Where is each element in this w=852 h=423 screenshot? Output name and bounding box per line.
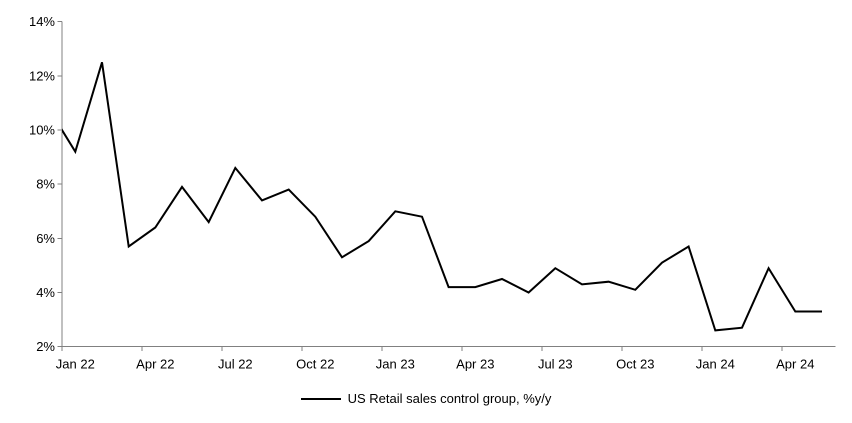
y-axis-tick-label: 4% [36, 285, 55, 300]
y-axis-tick-label: 14% [29, 14, 55, 29]
x-axis-tick-label: Apr 24 [776, 357, 814, 372]
series-line [62, 62, 822, 332]
x-axis-tick-label: Apr 22 [136, 357, 174, 372]
x-axis-tick-label: Jan 24 [696, 357, 735, 372]
y-axis-tick-label: 8% [36, 177, 55, 192]
legend-line-sample [300, 397, 341, 400]
y-axis-tick-label: 2% [36, 339, 55, 354]
chart-legend: US Retail sales control group, %y/y [0, 391, 852, 406]
x-axis-tick-label: Oct 23 [616, 357, 654, 372]
x-axis-tick-label: Jan 22 [56, 357, 95, 372]
x-axis-tick-label: Apr 23 [456, 357, 494, 372]
x-axis-tick-label: Jan 23 [376, 357, 415, 372]
x-axis-tick-label: Jul 22 [218, 357, 253, 372]
y-axis-tick-label: 12% [29, 68, 55, 83]
y-axis-tick-label: 6% [36, 231, 55, 246]
x-axis-tick-label: Oct 22 [296, 357, 334, 372]
legend-label: US Retail sales control group, %y/y [347, 391, 552, 406]
x-axis-tick-label: Jul 23 [538, 357, 573, 372]
y-axis-tick-label: 10% [29, 123, 55, 138]
